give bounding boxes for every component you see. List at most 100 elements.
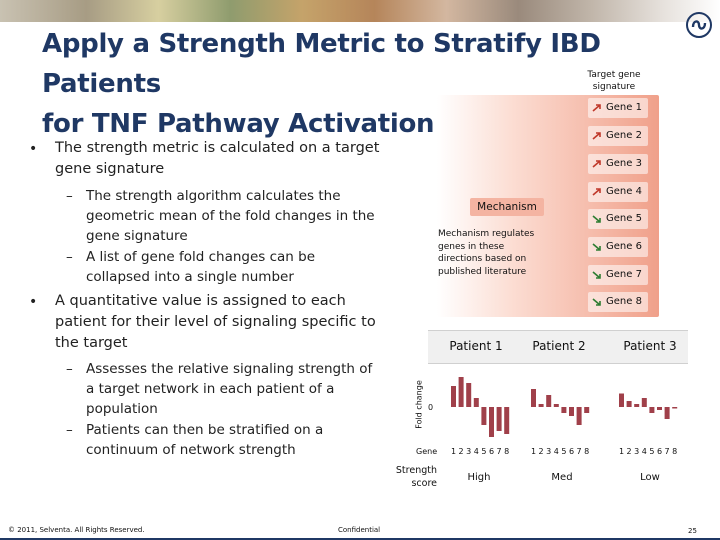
gene-item: Gene 2 xyxy=(588,126,648,146)
bullet-1-sub-2: – A list of gene fold changes can be col… xyxy=(66,247,376,287)
bullet-2-sub-2: – Patients can then be stratified on a c… xyxy=(66,420,381,460)
bar-patient-3-gene-7 xyxy=(664,407,670,419)
gene-item: Gene 7 xyxy=(588,265,648,285)
patient-3-label: Patient 3 xyxy=(623,339,677,353)
bar-patient-3-gene-1 xyxy=(619,393,624,407)
gene-item: Gene 1 xyxy=(588,98,648,118)
dash-marker: – xyxy=(66,188,73,204)
gene-item: Gene 6 xyxy=(588,237,648,257)
bar-patient-3-gene-8 xyxy=(672,407,678,409)
bar-patient-1-gene-8 xyxy=(504,407,510,434)
bar-patient-3-gene-3 xyxy=(634,404,640,407)
up-arrow-icon xyxy=(592,188,601,196)
bullet-1-sub-1-text: The strength algorithm calculates the ge… xyxy=(86,188,375,244)
x-tick-label: 5 xyxy=(481,447,487,456)
bar-patient-2-gene-2 xyxy=(538,404,544,407)
down-arrow-icon xyxy=(592,243,601,251)
x-tick-label: 1 xyxy=(450,447,457,456)
x-tick-label: 6 xyxy=(568,447,575,456)
bar-patient-1-gene-3 xyxy=(466,383,472,407)
bullet-2-sub-1: – Assesses the relative signaling streng… xyxy=(66,359,381,419)
bar-patient-3-gene-2 xyxy=(626,401,632,407)
down-arrow-icon xyxy=(592,271,601,279)
strength-score-label: Strength score xyxy=(395,465,437,489)
x-tick-label: 7 xyxy=(496,447,502,456)
gene-label: Gene 2 xyxy=(606,130,642,141)
x-tick-label: 3 xyxy=(546,447,552,456)
gene-label: Gene 7 xyxy=(606,269,642,280)
gene-label: Gene 8 xyxy=(606,296,642,307)
top-banner xyxy=(0,0,720,22)
x-tick-label: 3 xyxy=(634,447,640,456)
footer-copyright: © 2011, Selventa. All Rights Reserved. xyxy=(8,526,145,534)
bar-patient-1-gene-7 xyxy=(496,407,502,431)
gene-item: Gene 5 xyxy=(588,209,648,229)
bullet-2-text: A quantitative value is assigned to each… xyxy=(55,293,376,351)
gene-item: Gene 8 xyxy=(588,292,648,312)
footer-rule xyxy=(0,538,720,540)
up-arrow-icon xyxy=(592,160,601,168)
x-tick-label: 7 xyxy=(664,447,670,456)
x-tick-label: 5 xyxy=(649,447,655,456)
x-tick-label: 1 xyxy=(618,447,625,456)
footer-confidential: Confidential xyxy=(338,526,381,534)
gene-label: Gene 6 xyxy=(606,241,642,252)
x-tick-label: 2 xyxy=(458,447,464,456)
gene-label: Gene 1 xyxy=(606,102,642,113)
bar-patient-2-gene-1 xyxy=(531,389,536,407)
gene-item: Gene 3 xyxy=(588,154,648,174)
bar-patient-2-gene-8 xyxy=(584,407,590,413)
bar-patient-2-gene-5 xyxy=(561,407,567,413)
bar-patient-1-gene-2 xyxy=(458,377,464,407)
x-tick-label: 6 xyxy=(656,447,663,456)
bar-patient-2-gene-3 xyxy=(546,395,552,407)
bullet-2-sub-2-text: Patients can then be stratified on a con… xyxy=(86,422,324,458)
bullet-1-text: The strength metric is calculated on a t… xyxy=(55,140,380,177)
patient-2-score: Med xyxy=(551,472,573,483)
bar-patient-3-gene-5 xyxy=(649,407,655,413)
up-arrow-icon xyxy=(592,132,601,140)
x-tick-label: 6 xyxy=(488,447,495,456)
bar-patient-2-gene-4 xyxy=(553,404,559,407)
dash-marker: – xyxy=(66,422,73,438)
bullet-2-sub-1-text: Assesses the relative signaling strength… xyxy=(86,361,373,417)
gene-item: Gene 4 xyxy=(588,182,648,202)
x-tick-label: 2 xyxy=(626,447,632,456)
patient-3-score: Low xyxy=(640,472,660,483)
x-axis-prefix: Gene xyxy=(416,447,438,456)
bar-patient-1-gene-1 xyxy=(451,386,456,407)
patient-1-score: High xyxy=(467,472,491,483)
gene-label: Gene 3 xyxy=(606,158,642,169)
slide-title-line2: for TNF Pathway Activation xyxy=(42,109,435,139)
bar-patient-1-gene-6 xyxy=(489,407,494,437)
patient-2-label: Patient 2 xyxy=(532,339,586,353)
selventa-logo-icon xyxy=(686,12,712,38)
page-number: 25 xyxy=(688,527,697,535)
dash-marker: – xyxy=(66,361,73,377)
y-zero-label: 0 xyxy=(428,403,434,412)
x-tick-label: 7 xyxy=(576,447,582,456)
x-tick-label: 8 xyxy=(672,447,678,456)
x-tick-label: 2 xyxy=(538,447,544,456)
bar-patient-1-gene-4 xyxy=(473,398,479,407)
dash-marker: – xyxy=(66,249,73,265)
mechanism-label: Mechanism xyxy=(470,198,544,216)
bullet-1-sub-2-text: A list of gene fold changes can be colla… xyxy=(86,249,316,285)
down-arrow-icon xyxy=(592,215,601,223)
bar-patient-3-gene-4 xyxy=(641,398,647,407)
bullet-1-marker: • xyxy=(29,141,38,157)
x-tick-label: 1 xyxy=(530,447,537,456)
bar-patient-3-gene-6 xyxy=(657,407,662,410)
x-tick-label: 4 xyxy=(553,447,559,456)
bar-patient-1-gene-5 xyxy=(481,407,487,425)
x-tick-label: 4 xyxy=(641,447,647,456)
target-gene-signature-label: Target gene signature xyxy=(587,70,641,92)
gene-label: Gene 5 xyxy=(606,213,642,224)
x-tick-label: 8 xyxy=(584,447,590,456)
slide-title-line1: Apply a Strength Metric to Stratify IBD … xyxy=(42,29,601,99)
bullet-1-sub-1: – The strength algorithm calculates the … xyxy=(66,186,376,246)
patient-1-label: Patient 1 xyxy=(449,339,503,353)
chart-header-band xyxy=(428,330,688,364)
bar-patient-2-gene-6 xyxy=(569,407,574,416)
